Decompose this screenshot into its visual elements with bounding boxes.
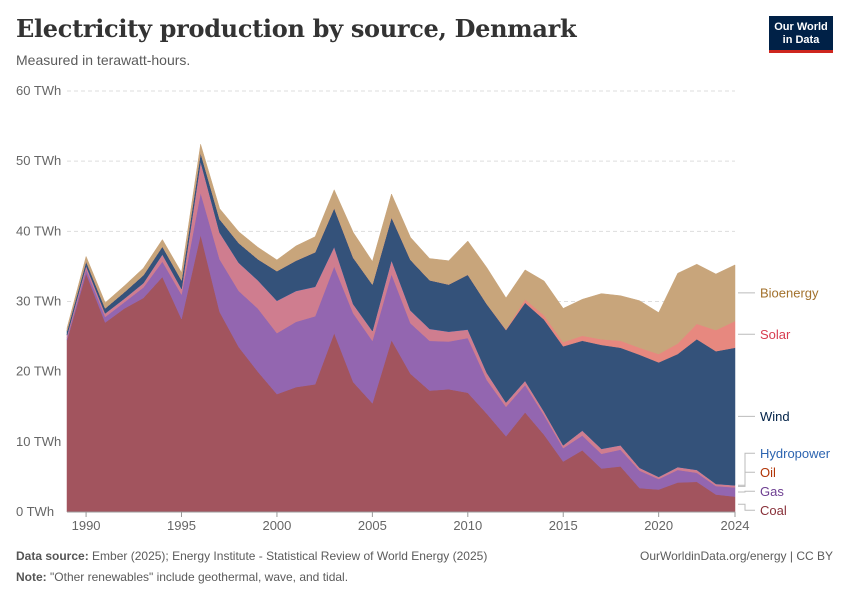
y-tick-label: 20 TWh — [16, 364, 61, 379]
y-tick-label: 30 TWh — [16, 294, 61, 309]
legend-label-coal[interactable]: Coal — [760, 503, 787, 518]
area-bioenergy[interactable] — [66, 144, 736, 355]
owid-logo[interactable]: Our World in Data — [769, 16, 833, 53]
y-axis: 0 TWh 10 TWh 20 TWh 30 TWh 40 TWh 50 TWh 60 TW… — [16, 83, 61, 519]
x-tick-label: 2000 — [262, 518, 291, 533]
note-text: "Other renewables" include geothermal, w… — [50, 570, 349, 584]
y-tick-label: 0 TWh — [16, 504, 54, 519]
x-tick-label: 2015 — [549, 518, 578, 533]
legend-connector — [738, 471, 755, 487]
source-url[interactable]: OurWorldinData.org/energy | CC BY — [640, 549, 833, 563]
area-series — [66, 144, 736, 513]
legend-connector — [738, 452, 755, 486]
y-tick-label: 40 TWh — [16, 223, 61, 238]
logo-line-1: Our World — [774, 21, 828, 33]
x-axis: 1990 1995 2000 2005 2010 2015 2020 2024 — [67, 511, 750, 533]
data-source: Data source: Ember (2025); Energy Instit… — [16, 549, 487, 563]
legend-label-gas[interactable]: Gas — [760, 484, 784, 499]
y-tick-label: 60 TWh — [16, 83, 61, 98]
legend-label-hydropower[interactable]: Hydropower — [760, 446, 831, 461]
chart-title: Electricity production by source, Denmar… — [16, 14, 577, 43]
legend-label-wind[interactable]: Wind — [760, 409, 790, 424]
data-source-label: Data source: — [16, 549, 89, 563]
legend-connector — [738, 490, 755, 493]
x-tick-label: 2020 — [644, 518, 673, 533]
x-tick-label: 1990 — [72, 518, 101, 533]
legend-label-solar[interactable]: Solar — [760, 327, 791, 342]
x-tick-label: 1995 — [167, 518, 196, 533]
stacked-area-chart[interactable]: 0 TWh 10 TWh 20 TWh 30 TWh 40 TWh 50 TWh 60 TW… — [0, 0, 850, 545]
legend: Coal Gas Oil Hydropower Wind Solar Bioenergy — [738, 285, 831, 518]
logo-line-2: in Data — [782, 34, 820, 46]
x-tick-label: 2010 — [453, 518, 482, 533]
y-tick-label: 10 TWh — [16, 434, 61, 449]
y-tick-label: 50 TWh — [16, 153, 61, 168]
legend-label-bioenergy[interactable]: Bioenergy — [760, 285, 819, 300]
legend-label-oil[interactable]: Oil — [760, 465, 776, 480]
chart-subtitle: Measured in terawatt-hours. — [16, 52, 191, 68]
legend-connector — [738, 503, 755, 511]
x-tick-label: 2005 — [358, 518, 387, 533]
data-source-text[interactable]: Ember (2025); Energy Institute - Statist… — [92, 549, 488, 563]
note-label: Note: — [16, 570, 47, 584]
chart-note: Note: "Other renewables" include geother… — [16, 570, 348, 584]
x-tick-label: 2024 — [721, 518, 750, 533]
